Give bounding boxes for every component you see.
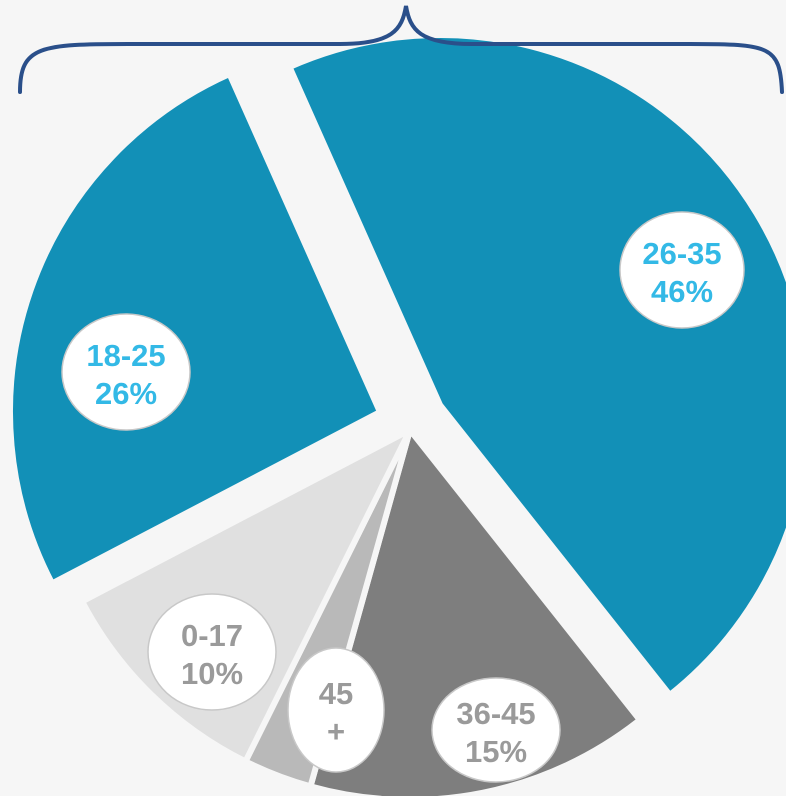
slice-value-label: 15% — [465, 734, 527, 769]
slice-value-label: 26% — [95, 376, 157, 411]
slice-label: 0-17 — [181, 618, 243, 653]
slice-label: 18-25 — [86, 338, 165, 373]
slice-label: 26-35 — [642, 236, 721, 271]
label-bubble-shape — [619, 211, 745, 329]
slice-value-label: 46% — [651, 274, 713, 309]
slice-sub-label: + — [327, 714, 345, 749]
curly-bracket — [18, 5, 784, 94]
pie-slice-18-25 — [7, 70, 383, 587]
pie-slice-26-35 — [286, 32, 786, 698]
label-bubble-shape — [431, 677, 561, 783]
pie-slice-36-45 — [307, 427, 643, 796]
label-bubble-shape — [147, 593, 277, 711]
label-bubble-shape — [287, 647, 385, 773]
pie-slices — [7, 32, 786, 796]
slice-label: 36-45 — [456, 696, 535, 731]
slice-label: 45 — [319, 676, 353, 711]
slice-value-label: 10% — [181, 656, 243, 691]
label-bubble-shape — [61, 313, 191, 431]
label-bubble-45: 45+ — [287, 647, 385, 773]
